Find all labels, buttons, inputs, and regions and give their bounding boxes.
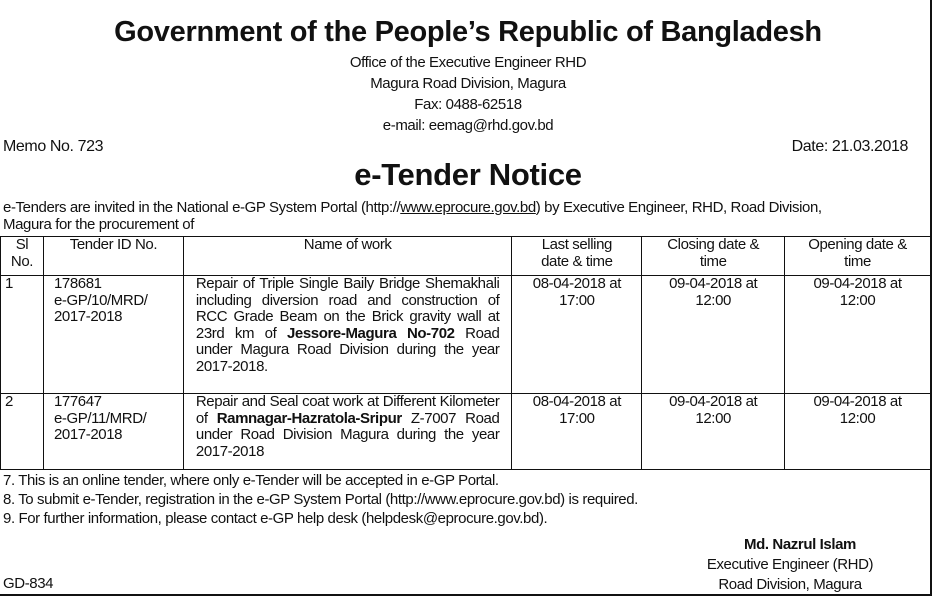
row-opening: 09-04-2018 at 12:00 [784,393,931,470]
signatory-office: Road Division, Magura [718,576,862,593]
memo-number: Memo No. 723 [3,138,104,155]
note-8: 8. To submit e-Tender, registration in t… [3,491,638,508]
signatory-name: Md. Nazrul Islam [744,536,856,553]
intro-part1: e-Tenders are invited in the National e-… [3,199,401,216]
row-work-name: Repair and Seal coat work at Different K… [182,393,513,470]
note-9: 9. For further information, please conta… [3,510,548,527]
row-closing: 09-04-2018 at 12:00 [641,393,786,470]
email-line: e-mail: eemag@rhd.gov.bd [382,117,554,134]
header-id: Tender ID No. [42,236,184,276]
notice-title: e-Tender Notice [354,157,582,192]
page-title: Government of the People’s Republic of B… [114,16,822,48]
intro-part2: ) by Executive Engineer, RHD, Road Divis… [535,199,822,216]
intro-text: e-Tenders are invited in the National e-… [3,199,822,233]
header-open: Opening date & time [784,236,931,276]
row-tender-id: 177647 e-GP/11/MRD/2017-2018 [42,393,184,470]
signature-block: Md. Nazrul Islam Executive Engineer (RHD… [690,535,890,595]
header-name: Name of work [182,236,513,276]
notes: 7. This is an online tender, where only … [3,471,638,528]
header-close: Closing date & time [641,236,786,276]
intro-line2: Magura for the procurement of [3,216,195,233]
gd-code: GD-834 [3,575,54,592]
table-header-row: Sl No. Tender ID No. Name of work Last se… [0,236,931,276]
division-line: Magura Road Division, Magura [370,75,566,92]
tender-table: Sl No. Tender ID No. Name of work Last se… [0,236,931,470]
notice-date: Date: 21.03.2018 [791,138,909,155]
table-row: 2 177647 e-GP/11/MRD/2017-2018 Repair and… [0,393,931,470]
office-line: Office of the Executive Engineer RHD [349,54,587,71]
row-last-selling: 08-04-2018 at 17:00 [511,275,643,394]
signatory-title: Executive Engineer (RHD) [706,556,874,573]
row-opening: 09-04-2018 at 12:00 [784,275,931,394]
row-last-selling: 08-04-2018 at 17:00 [511,393,643,470]
row-closing: 09-04-2018 at 12:00 [641,275,786,394]
row-work-name: Repair of Triple Single Baily Bridge She… [182,275,513,394]
row-tender-id: 178681 e-GP/10/MRD/2017-2018 [42,275,184,394]
header-sell: Last selling date & time [511,236,643,276]
portal-link[interactable]: www.eprocure.gov.bd [400,199,536,216]
note-7: 7. This is an online tender, where only … [3,472,499,489]
table-row: 1 178681 e-GP/10/MRD/2017-2018 Repair of … [0,275,931,394]
header-sl: Sl No. [0,236,44,276]
fax-line: Fax: 0488-62518 [414,96,522,113]
row-sl: 2 [0,393,44,470]
row-sl: 1 [0,275,44,394]
